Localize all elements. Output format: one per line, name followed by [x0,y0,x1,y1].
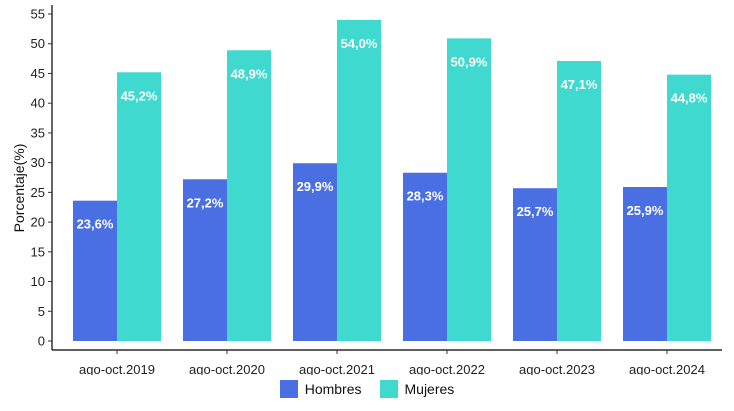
bar-hombres [183,179,227,341]
x-tick-label: ago-oct.2020 [189,362,265,375]
bar-hombres [403,172,447,341]
bar-label-mujeres: 48,9% [231,66,268,81]
bar-label-mujeres: 50,9% [451,54,488,69]
y-tick-label: 25 [31,185,45,200]
bar-label-hombres: 27,2% [187,195,224,210]
bar-mujeres [337,19,381,341]
y-tick-label: 15 [31,244,45,259]
bar-label-hombres: 25,9% [627,203,664,218]
legend-label-mujeres: Mujeres [404,381,455,397]
bar-label-mujeres: 44,8% [671,91,708,106]
bar-chart: Porcentaje(%) 0 5 10 15 20 25 30 35 40 45 50 55 ago… [11,5,722,375]
y-tick-label: 20 [31,215,45,230]
legend-swatch-hombres [279,380,298,398]
bars [73,19,711,342]
legend-swatch-mujeres [379,380,398,398]
bar-labels: 23,6% 45,2% 27,2% 48,9% 29,9% 54,0% 28,3% 50,9%… [77,36,708,232]
bar-hombres [293,163,337,341]
bar-hombres [73,200,117,341]
bar-label-mujeres: 45,2% [121,88,158,103]
y-tick-label: 55 [31,7,45,22]
x-tick-label: ago-oct.2023 [519,362,595,375]
bar-mujeres [117,72,161,342]
y-tick-label: 35 [31,125,45,140]
legend-label-hombres: Hombres [304,381,362,397]
bar-label-mujeres: 47,1% [561,77,598,92]
bar-mujeres [447,38,491,341]
y-tick-label: 45 [31,66,45,81]
bar-label-hombres: 29,9% [297,179,334,194]
bar-label-mujeres: 54,0% [341,36,378,51]
y-tick-label: 30 [31,155,45,170]
bar-mujeres [557,60,601,342]
bar-label-hombres: 28,3% [407,189,444,204]
x-tick-label: ago-oct.2022 [409,362,485,375]
y-tick-label: 5 [38,304,45,319]
x-tick-label: ago-oct.2021 [299,362,375,375]
bar-mujeres [667,74,711,341]
x-tick-label: ago-oct.2019 [79,362,155,375]
bar-hombres [513,188,557,341]
x-axis: ago-oct.2019 ago-oct.2020 ago-oct.2021 ago-… [52,349,722,375]
y-tick-label: 10 [31,274,45,289]
legend-item-hombres: Hombres [279,380,362,398]
legend: Hombres Mujeres [0,380,734,398]
y-axis-title: Porcentaje(%) [11,144,27,233]
legend-item-mujeres: Mujeres [379,380,455,398]
y-tick-label: 0 [38,334,45,349]
bar-label-hombres: 25,7% [517,204,554,219]
y-axis: 0 5 10 15 20 25 30 35 40 45 50 55 [31,5,53,350]
x-tick-label: ago-oct.2024 [629,362,705,375]
y-tick-label: 40 [31,96,45,111]
bar-label-hombres: 23,6% [77,217,114,232]
y-tick-label: 50 [31,36,45,51]
bar-hombres [623,187,667,341]
bar-mujeres [227,50,271,341]
